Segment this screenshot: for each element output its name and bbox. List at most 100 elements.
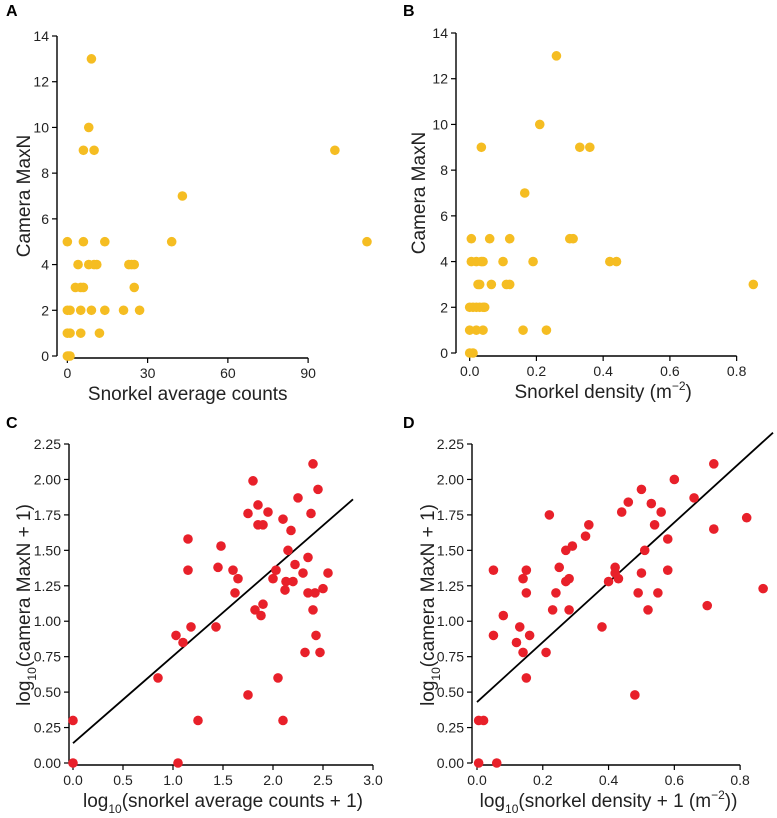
x-tick-label-b: 0.2	[527, 363, 547, 379]
data-point-b	[504, 279, 515, 290]
x-tick-label-b: 0.0	[460, 363, 480, 379]
data-point-d	[597, 622, 607, 632]
panel-b: B 0.0 0.2 0.4 0.6 0.8 0 2 4 6 8 10 12 14 Snorkel densi…	[403, 3, 759, 403]
regression-line-d	[476, 431, 774, 703]
data-point-a	[129, 259, 140, 270]
data-point-a	[86, 305, 97, 316]
data-point-c	[230, 588, 240, 598]
data-point-d	[518, 647, 528, 658]
data-point-d	[541, 647, 551, 658]
data-point-a	[78, 145, 89, 156]
data-point-b	[504, 233, 515, 244]
x-tick-label-b: 0.4	[593, 363, 613, 379]
x-tick-label-c: 0.0	[63, 772, 83, 788]
y-tick-label-c: 1.00	[34, 613, 61, 629]
data-point-d	[636, 484, 647, 495]
data-point-d	[630, 690, 640, 700]
data-point-d	[544, 510, 555, 520]
data-point-b	[551, 51, 562, 61]
data-point-c	[213, 562, 223, 573]
data-point-d	[662, 565, 673, 575]
y-tick-label-c: 0.25	[34, 720, 61, 736]
y-tick-label-b: 0	[440, 345, 448, 361]
y-tick-label-a: 0	[41, 348, 49, 364]
data-point-a	[118, 305, 129, 316]
data-point-d	[518, 573, 528, 584]
data-point-d	[521, 673, 532, 683]
y-tick-label-a: 10	[33, 119, 49, 135]
data-point-c	[228, 565, 238, 575]
data-point-a	[91, 259, 102, 270]
y-tick-label-c: 2.00	[34, 471, 61, 487]
data-point-d	[662, 534, 673, 544]
data-point-a	[100, 305, 110, 316]
data-point-d	[702, 600, 713, 611]
data-point-b	[468, 348, 478, 358]
data-point-b	[479, 302, 490, 313]
data-point-c	[243, 508, 253, 519]
data-point-b	[541, 325, 552, 335]
data-point-c	[233, 573, 243, 584]
y-tick-label-d: 1.00	[437, 613, 464, 629]
data-point-d	[491, 758, 502, 768]
x-tick-label-c: 2.0	[263, 772, 283, 788]
x-axis-label-c: log10(snorkel average counts + 1)	[83, 791, 363, 816]
data-point-a	[177, 191, 188, 201]
data-point-a	[129, 282, 140, 293]
data-point-d	[524, 630, 535, 641]
data-point-d	[584, 520, 594, 530]
x-tick-label-a: 0	[63, 365, 71, 381]
data-point-c	[313, 484, 323, 495]
data-point-b	[498, 256, 508, 267]
data-point-d	[653, 588, 663, 598]
data-point-c	[311, 630, 321, 641]
data-point-d	[758, 583, 768, 594]
y-tick-label-a: 14	[33, 28, 49, 44]
data-point-a	[78, 236, 89, 247]
data-point-a	[134, 305, 145, 316]
data-point-c	[298, 568, 308, 578]
data-point-c	[310, 588, 320, 598]
data-point-c	[281, 576, 291, 587]
data-point-b	[478, 256, 488, 267]
data-point-c	[253, 500, 263, 510]
data-point-a	[73, 259, 83, 270]
data-point-d	[741, 512, 752, 523]
data-point-c	[286, 525, 296, 536]
data-point-a	[362, 236, 372, 247]
data-point-b	[534, 119, 545, 130]
data-point-b	[466, 233, 477, 244]
data-point-d	[547, 605, 558, 615]
data-point-d	[551, 588, 561, 598]
x-axis-label-b: Snorkel density (m−2)	[514, 379, 691, 403]
y-tick-label-b: 4	[440, 254, 448, 270]
data-point-c	[300, 647, 310, 658]
data-point-d	[623, 497, 634, 507]
data-point-c	[303, 588, 313, 598]
data-point-d	[488, 630, 499, 641]
x-tick-label-c: 1.0	[163, 772, 183, 788]
y-axis-label-b: Camera MaxN	[409, 132, 430, 254]
data-point-b	[519, 188, 530, 198]
regression-line-c	[72, 498, 354, 744]
x-tick-label-c: 0.5	[113, 772, 133, 788]
y-axis-label-a: Camera MaxN	[14, 135, 35, 257]
data-point-d	[511, 637, 522, 648]
data-point-c	[306, 508, 316, 519]
data-point-c	[258, 599, 268, 610]
data-point-c	[278, 715, 288, 726]
panel-label-c: C	[6, 415, 18, 432]
x-tick-label-d: 0.8	[730, 772, 750, 788]
data-point-b	[605, 256, 615, 267]
data-point-c	[211, 622, 221, 632]
data-point-d	[689, 493, 699, 503]
data-point-a	[75, 328, 86, 338]
x-tick-label-c: 1.5	[213, 772, 233, 788]
data-point-c	[323, 568, 333, 578]
y-tick-label-b: 10	[432, 116, 448, 132]
y-tick-label-c: 1.50	[34, 542, 61, 558]
data-point-c	[171, 630, 181, 641]
data-point-d	[656, 507, 666, 517]
panel-a: A 0 30 60 90 0 2 4 6 8 10 12 14 Snorkel average count…	[6, 3, 372, 405]
y-tick-label-a: 12	[33, 74, 49, 90]
